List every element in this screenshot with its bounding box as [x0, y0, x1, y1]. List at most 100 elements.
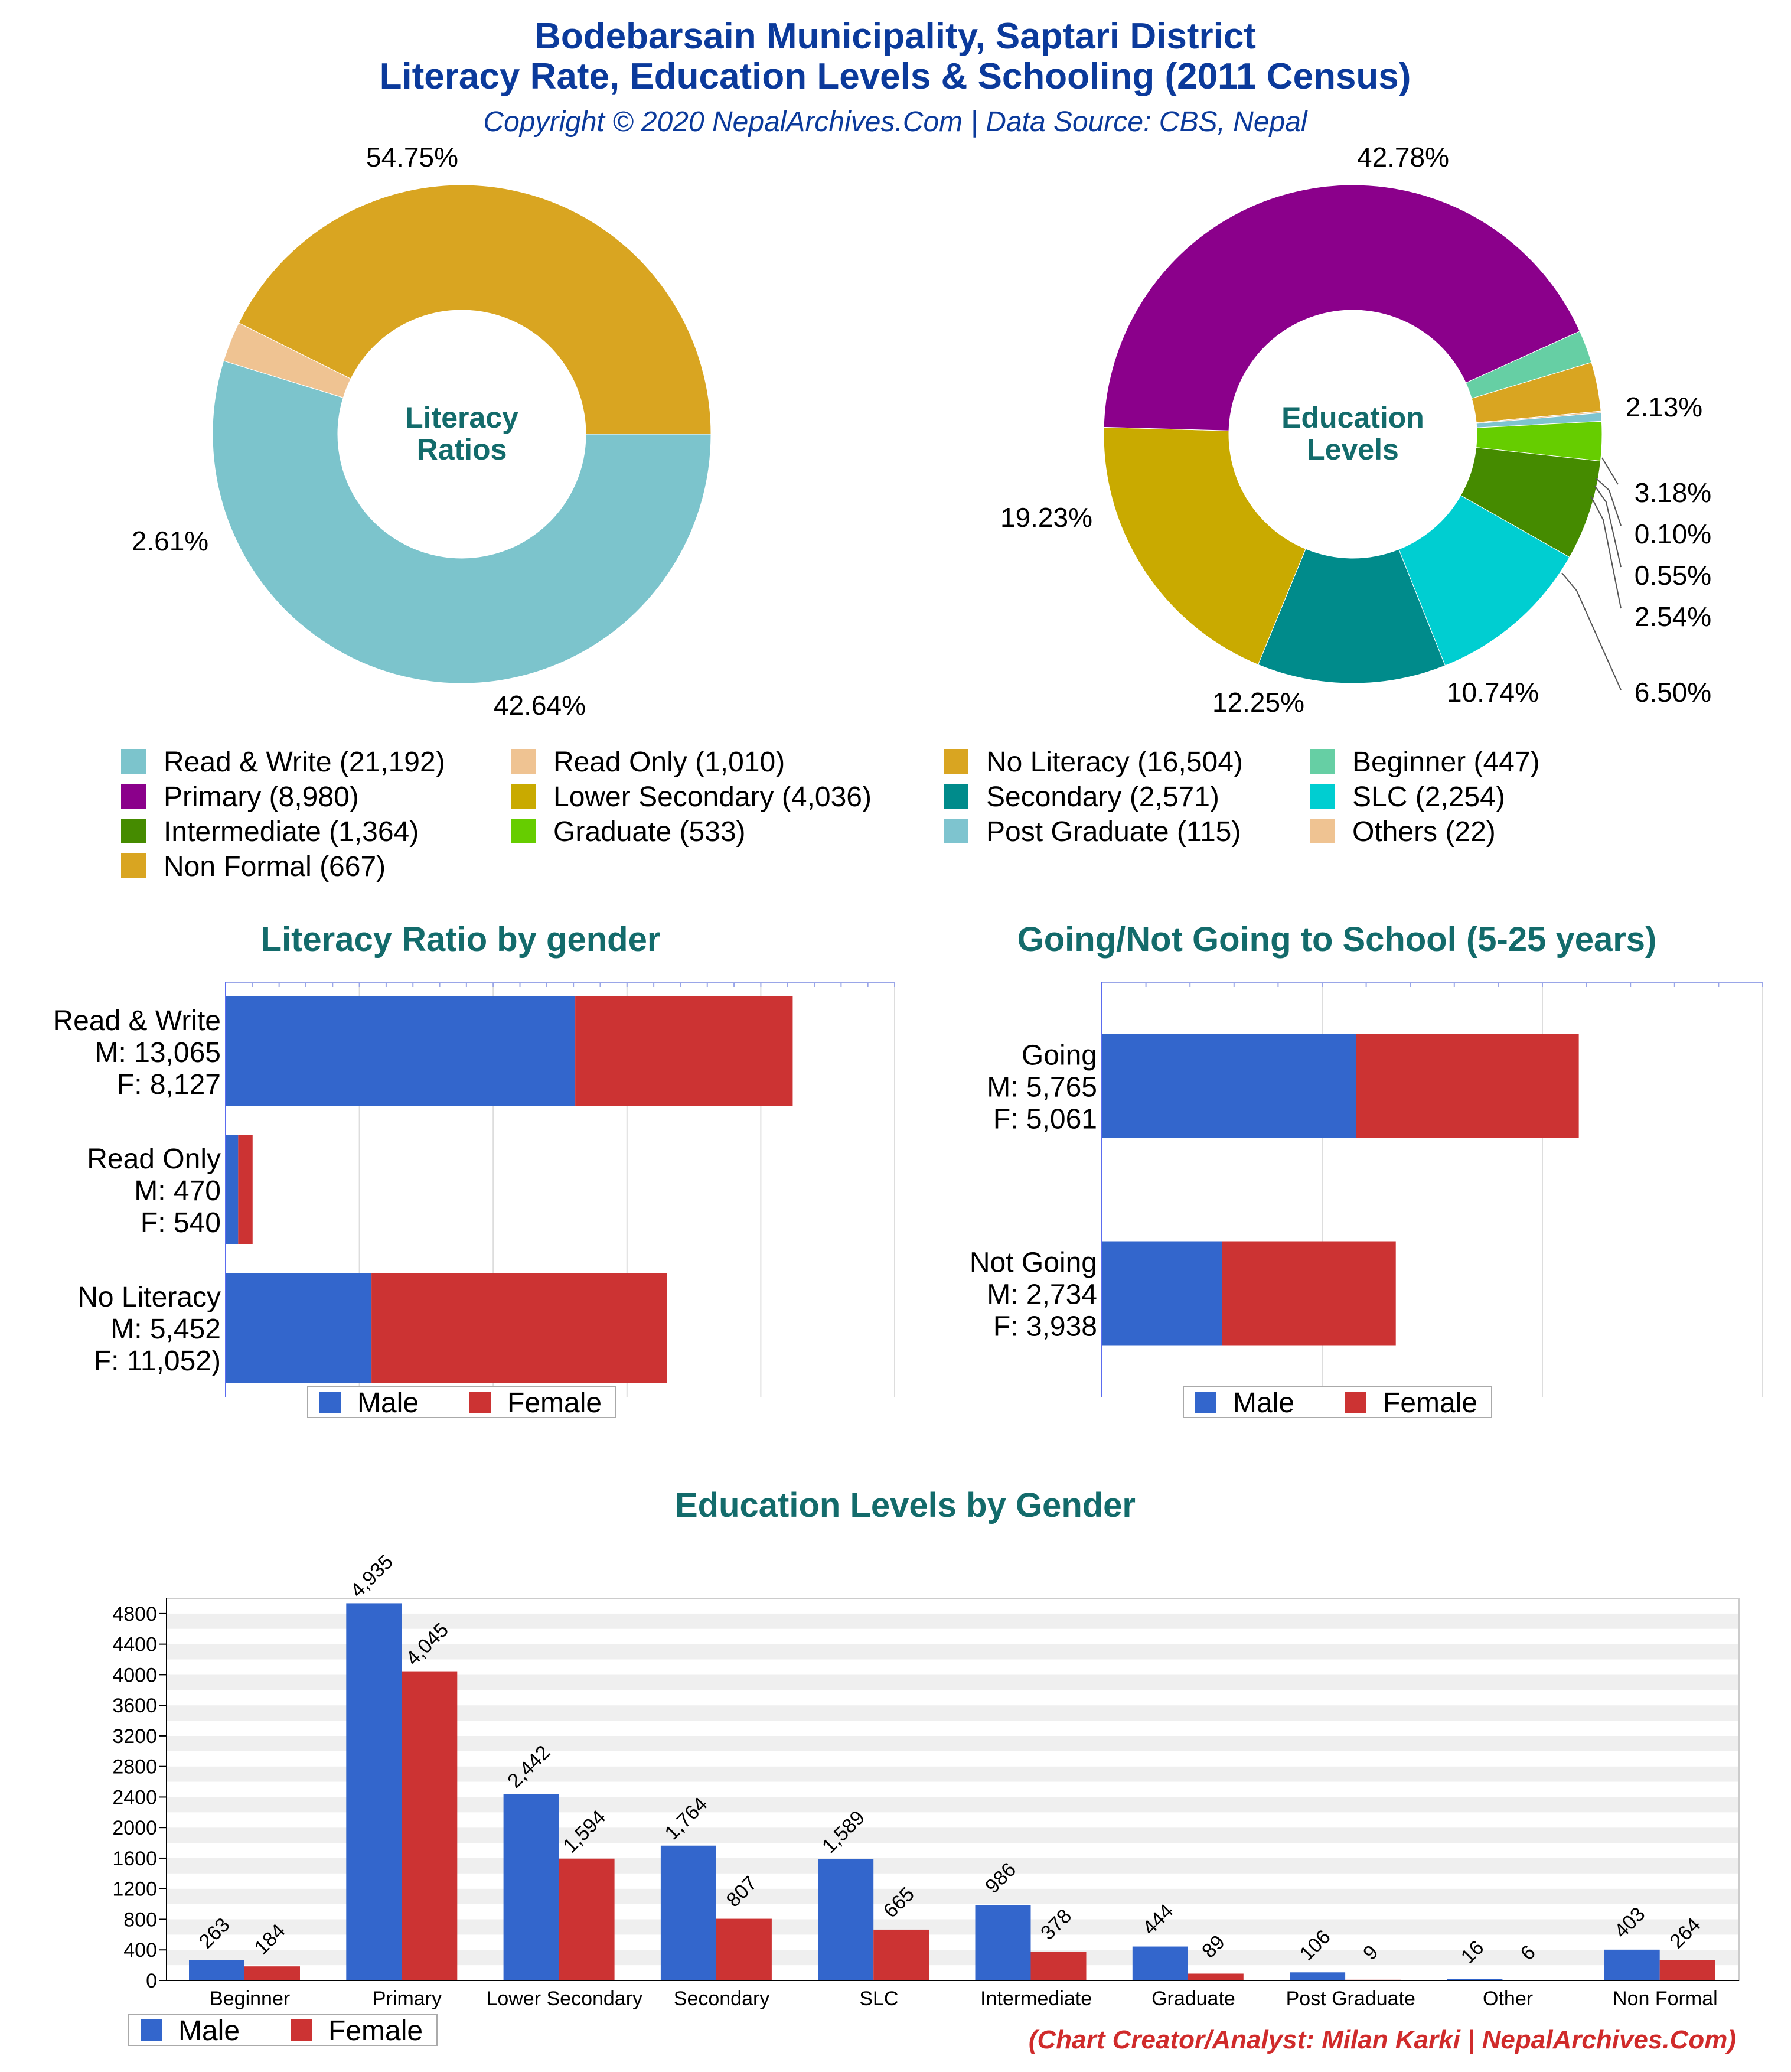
legend-swatch-non-formal-667 — [121, 853, 146, 878]
legend-label-post-graduate-115: Post Graduate (115) — [986, 816, 1241, 848]
edu-gender-chart: 0 400 800 1200 1600 2000 2400 2800 3200 3600 4000 4… — [112, 1550, 1740, 2047]
edu-gender-title: Education Levels by Gender — [675, 1486, 1136, 1524]
school-bar-male-going — [1102, 1034, 1356, 1138]
edu-bar-male-non-formal — [1604, 1949, 1660, 1980]
edu-category-slc: SLC — [859, 1988, 898, 2010]
legend-label-no-literacy-16-504: No Literacy (16,504) — [986, 747, 1243, 778]
pie2-label-secondary: 12.25% — [1212, 687, 1304, 718]
edu-ytick-3600: 3600 — [112, 1695, 157, 1717]
edu-legend-female: Female — [328, 2015, 423, 2047]
footer-credit: (Chart Creator/Analyst: Milan Karki | Ne… — [1029, 2025, 1736, 2054]
edu-ytick-4000: 4000 — [112, 1664, 157, 1686]
donut1-center-line2: Ratios — [417, 433, 507, 466]
legend-swatch-no-literacy-16-504 — [944, 749, 968, 774]
legend-label-read-only-1-010: Read Only (1,010) — [553, 747, 785, 778]
edu-ytick-4800: 4800 — [112, 1603, 157, 1625]
pie2-slice-primary — [1103, 184, 1580, 431]
edu-bar-male-primary — [346, 1603, 402, 1980]
leader-others — [1596, 478, 1622, 526]
edu-bar-female-secondary — [716, 1918, 772, 1980]
literacy-gender-title: Literacy Ratio by gender — [261, 920, 661, 959]
pie2-slice-lower-secondary — [1103, 426, 1306, 665]
pie2-label-post-graduate: 0.55% — [1635, 560, 1711, 591]
edu-bar-male-post-graduate — [1290, 1972, 1346, 1980]
school-legend-female: Female — [1383, 1387, 1477, 1419]
literacy-legend-swatch-female — [469, 1392, 491, 1413]
legend-label-primary-8-980: Primary (8,980) — [164, 781, 359, 813]
edu-bar-male-lower-secondary — [503, 1794, 559, 1980]
leader-non-formal — [1601, 457, 1619, 485]
edu-bar-female-non-formal — [1659, 1960, 1715, 1980]
edu-category-post-graduate: Post Graduate — [1286, 1988, 1415, 2010]
literacy-label-no-literacy-2: F: 11,052) — [94, 1346, 221, 1377]
school-bar-female-not-going — [1222, 1241, 1396, 1346]
pie2-label-intermediate: 6.50% — [1635, 677, 1711, 708]
literacy-bar-female-read-write — [575, 996, 793, 1106]
edu-grid-band — [167, 1628, 1739, 1644]
literacy-bar-male-read-write — [226, 996, 576, 1106]
legend-label-secondary-2-571: Secondary (2,571) — [986, 781, 1219, 813]
pie2-label-others: 0.10% — [1635, 519, 1711, 549]
school-label-going-0: Going — [1022, 1040, 1097, 1071]
legend-label-read-write-21-192: Read & Write (21,192) — [164, 747, 445, 778]
literacy-label-read-write-2: F: 8,127 — [117, 1069, 221, 1100]
school-bar-male-not-going — [1102, 1241, 1222, 1346]
leader-post-graduate — [1594, 486, 1622, 568]
pie2-label-non-formal: 3.18% — [1635, 477, 1711, 508]
pie1-slice-read-write — [212, 360, 712, 684]
legend-label-intermediate-1-364: Intermediate (1,364) — [164, 816, 419, 848]
edu-bar-female-primary — [402, 1671, 458, 1980]
edu-category-secondary: Secondary — [674, 1988, 770, 2010]
edu-legend-swatch-female — [291, 2019, 312, 2041]
edu-bar-male-other — [1447, 1979, 1503, 1980]
pie2-label-primary: 42.78% — [1357, 142, 1449, 172]
edu-legend-swatch-male — [141, 2019, 162, 2041]
legend-swatch-slc-2-254 — [1310, 784, 1335, 809]
edu-ytick-800: 800 — [123, 1908, 157, 1931]
legend-swatch-intermediate-1-364 — [121, 819, 146, 843]
legend-swatch-lower-secondary-4-036 — [511, 784, 536, 809]
edu-bar-female-slc — [873, 1929, 929, 1980]
legend-label-non-formal-667: Non Formal (667) — [164, 851, 386, 882]
edu-category-non-formal: Non Formal — [1613, 1988, 1718, 2010]
literacy-label-read-only-0: Read Only — [87, 1143, 221, 1175]
edu-bar-female-intermediate — [1030, 1952, 1087, 1980]
subtitle: Copyright © 2020 NepalArchives.Com | Dat… — [483, 106, 1307, 138]
pie2-leader-lines — [1561, 457, 1622, 690]
edu-ytick-400: 400 — [123, 1939, 157, 1962]
literacy-bar-male-read-only — [226, 1135, 239, 1244]
edu-category-intermediate: Intermediate — [980, 1988, 1092, 2010]
title-line-2: Literacy Rate, Education Levels & School… — [380, 56, 1411, 97]
pie2-label-lower-secondary: 19.23% — [1000, 502, 1092, 533]
legend-label-beginner-447: Beginner (447) — [1352, 747, 1540, 778]
edu-bar-male-graduate — [1132, 1946, 1188, 1980]
pie1-label-read-write: 54.75% — [366, 142, 458, 172]
edu-bar-male-beginner — [189, 1960, 244, 1980]
edu-bar-male-secondary — [660, 1845, 716, 1980]
legend-swatch-others-22 — [1310, 819, 1335, 843]
literacy-bar-female-no-literacy — [371, 1273, 667, 1383]
literacy-legend-male: Male — [357, 1387, 419, 1419]
pie1-label-no-literacy: 42.64% — [494, 690, 586, 721]
edu-grid-band — [167, 1644, 1739, 1660]
edu-category-graduate: Graduate — [1151, 1988, 1235, 2010]
edu-category-other: Other — [1483, 1988, 1533, 2010]
pie-legend: Read & Write (21,192) Read Only (1,010) No… — [121, 747, 1540, 882]
school-legend-swatch-female — [1345, 1392, 1366, 1413]
pie1-slice-no-literacy — [238, 184, 712, 435]
leader-intermediate — [1561, 572, 1622, 690]
edu-category-lower-secondary: Lower Secondary — [486, 1988, 642, 2010]
donut2-center-line1: Education — [1281, 401, 1424, 434]
legend-swatch-graduate-533 — [511, 819, 536, 843]
education-levels-center-label: Education Levels — [1281, 401, 1424, 466]
school-legend-male: Male — [1233, 1387, 1294, 1419]
legend-swatch-post-graduate-115 — [944, 819, 968, 843]
edu-ytick-1200: 1200 — [112, 1878, 157, 1901]
pie2-label-beginner: 2.13% — [1626, 392, 1702, 422]
schooling-title: Going/Not Going to School (5-25 years) — [1017, 920, 1657, 959]
literacy-legend-box — [307, 1386, 616, 1418]
edu-ytick-2400: 2400 — [112, 1786, 157, 1809]
school-label-not-going-2: F: 3,938 — [993, 1311, 1097, 1343]
